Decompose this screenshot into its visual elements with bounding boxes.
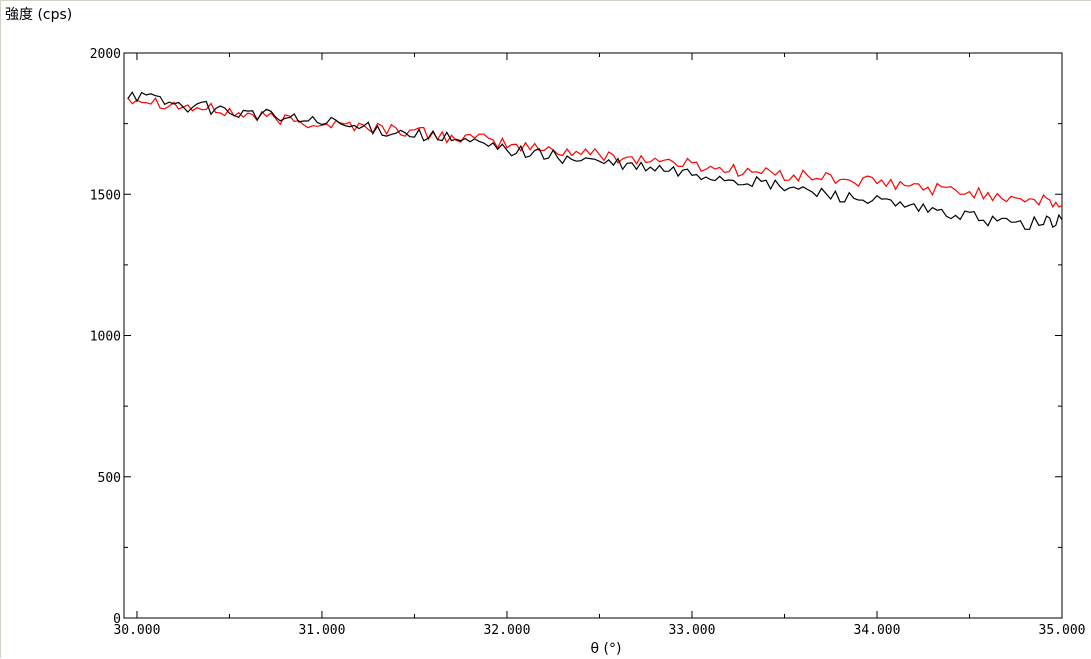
y-tick-label: 0: [113, 612, 121, 627]
series-line-0: [127, 97, 1063, 209]
x-axis-title: θ (°): [591, 641, 622, 657]
x-tick-label: 32.000: [483, 623, 530, 638]
x-tick-label: 33.000: [668, 623, 715, 638]
y-axis-title: 強度 (cps): [5, 7, 72, 23]
y-tick-label: 500: [98, 471, 121, 486]
x-tick-label: 35.000: [1039, 623, 1086, 638]
plot-frame: [123, 52, 1063, 619]
x-tick-label: 30.000: [113, 623, 160, 638]
x-tick-label: 31.000: [298, 623, 345, 638]
series-line-1: [127, 91, 1063, 230]
y-tick-label: 1500: [90, 188, 121, 203]
y-tick-label: 1000: [90, 330, 121, 345]
y-tick-label: 2000: [90, 47, 121, 62]
x-tick-label: 34.000: [854, 623, 901, 638]
